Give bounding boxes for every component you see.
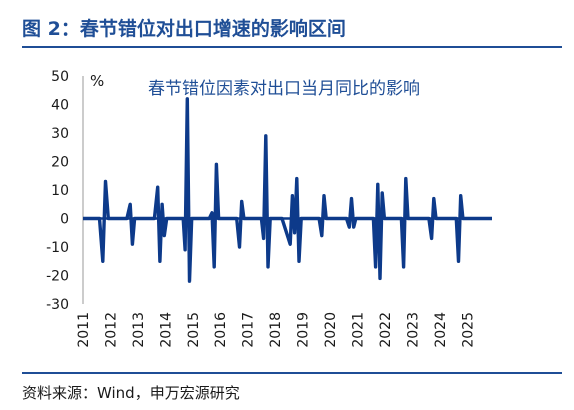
x-tick-label: 2017	[241, 312, 257, 348]
x-tick-label: 2014	[158, 312, 174, 348]
y-axis: 50 40 30 20 10 0 -10 -20 -30	[46, 69, 84, 313]
x-tick-label: 2023	[405, 312, 421, 348]
x-tick-label: 2019	[296, 312, 312, 348]
y-tick-label: -10	[46, 240, 69, 256]
x-tick-label: 2022	[378, 312, 394, 348]
source-note: 资料来源：Wind，申万宏源研究	[22, 384, 240, 402]
series-line	[83, 97, 492, 283]
x-tick-label: 2012	[103, 312, 119, 348]
x-tick-label: 2015	[186, 312, 202, 348]
x-tick-label: 2013	[131, 312, 147, 348]
x-tick-label: 2018	[268, 312, 284, 348]
y-tick-label: 0	[60, 212, 69, 228]
x-axis: 2011 2012 2013 2014 2015 2016 2017 2018 2019 2020…	[76, 217, 492, 348]
title-rule	[22, 46, 562, 48]
chart-title: 春节错位因素对出口当月同比的影响	[148, 79, 420, 99]
y-tick-label: -20	[46, 269, 69, 285]
y-tick-label: 30	[51, 126, 69, 142]
y-tick-label: 20	[51, 155, 69, 171]
footer-rule	[22, 372, 562, 374]
figure-title: 图 2：春节错位对出口增速的影响区间	[22, 18, 346, 40]
unit-label: %	[90, 72, 104, 90]
x-tick-label: 2025	[460, 312, 476, 348]
y-tick-label: 50	[51, 69, 69, 85]
x-tick-label: 2024	[433, 312, 449, 348]
y-tick-label: 10	[51, 183, 69, 199]
x-tick-label: 2011	[76, 312, 92, 348]
x-tick-label: 2021	[350, 312, 366, 348]
y-tick-label: -30	[46, 297, 69, 313]
x-tick-label: 2016	[213, 312, 229, 348]
y-tick-label: 40	[51, 98, 69, 114]
x-tick-label: 2020	[323, 312, 339, 348]
